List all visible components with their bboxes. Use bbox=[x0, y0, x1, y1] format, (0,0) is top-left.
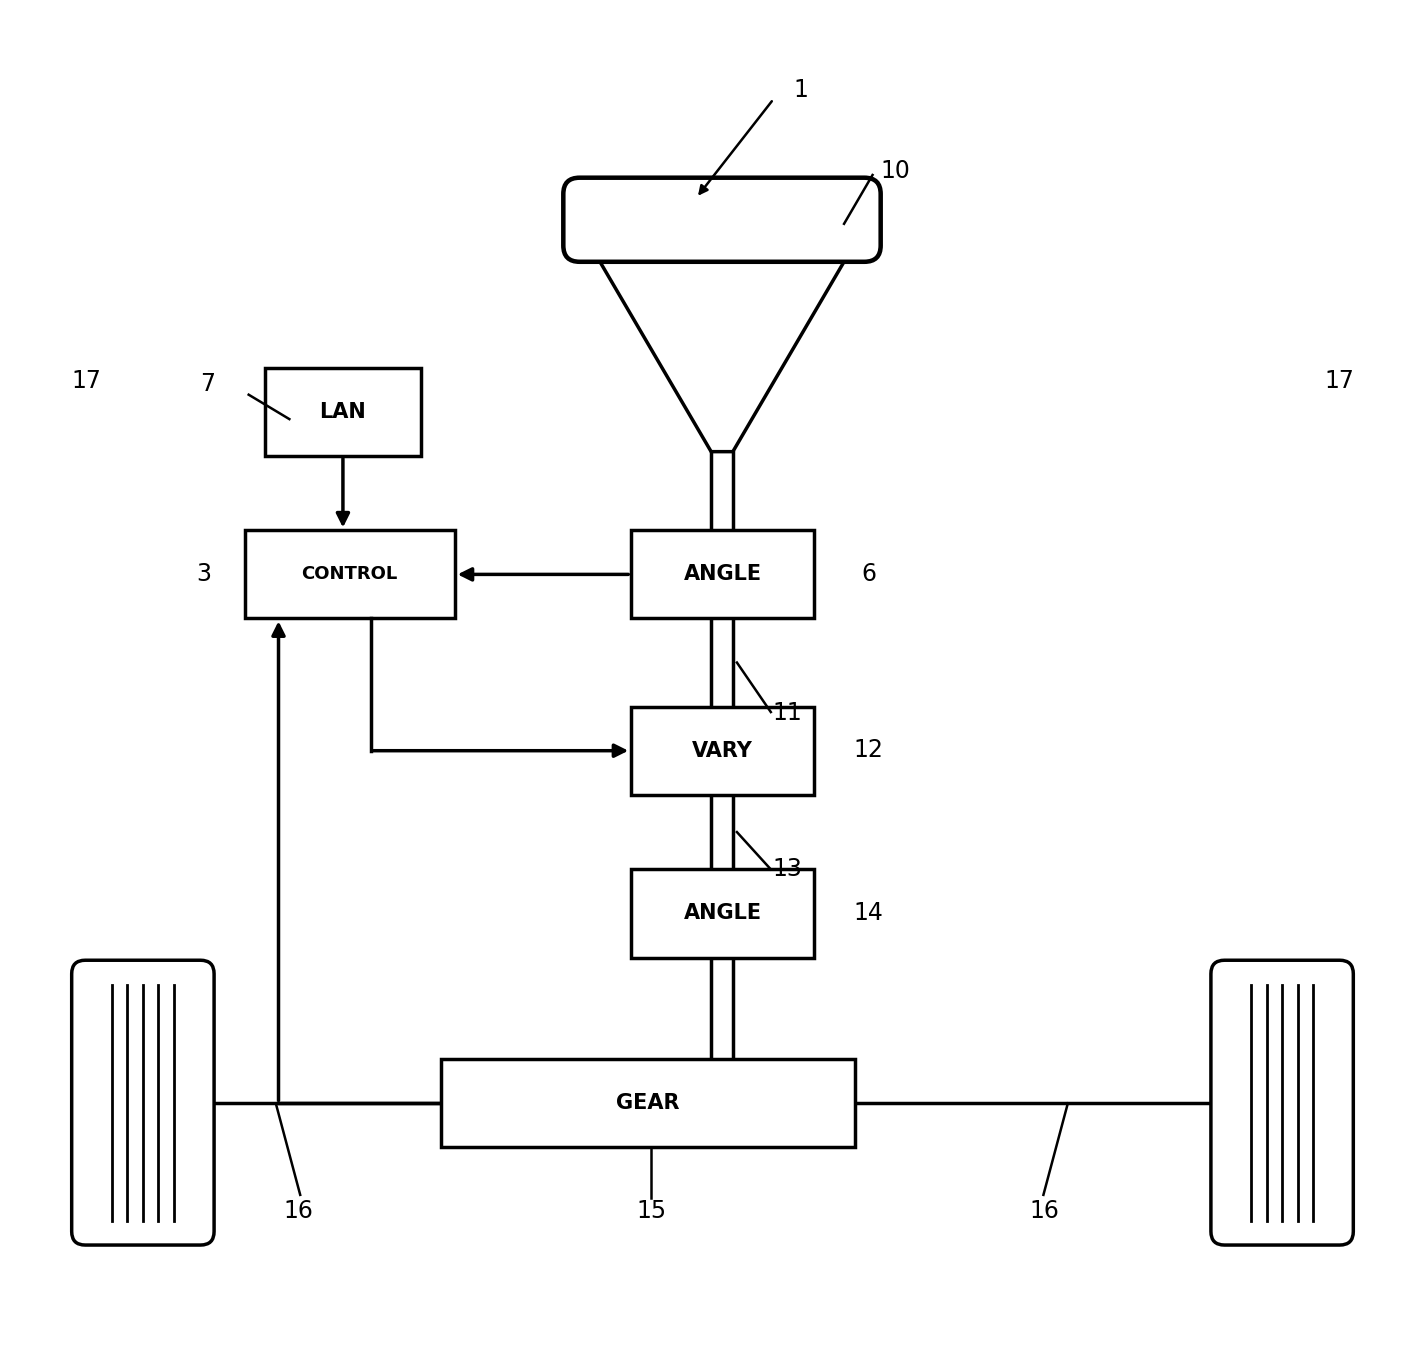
Text: 13: 13 bbox=[772, 858, 802, 882]
Text: 3: 3 bbox=[197, 561, 211, 586]
Bar bbox=[245, 530, 455, 618]
Text: 7: 7 bbox=[201, 372, 215, 395]
Text: 10: 10 bbox=[881, 159, 911, 183]
Text: 17: 17 bbox=[71, 370, 101, 393]
Bar bbox=[442, 1059, 855, 1147]
FancyBboxPatch shape bbox=[1211, 961, 1354, 1245]
FancyBboxPatch shape bbox=[71, 961, 214, 1245]
Bar bbox=[631, 530, 814, 618]
Text: CONTROL: CONTROL bbox=[302, 565, 398, 583]
Text: VARY: VARY bbox=[693, 741, 752, 761]
Text: 11: 11 bbox=[772, 701, 802, 726]
Text: 16: 16 bbox=[284, 1199, 314, 1223]
Text: LAN: LAN bbox=[319, 402, 366, 421]
Text: ANGLE: ANGLE bbox=[684, 564, 762, 584]
Text: 6: 6 bbox=[861, 561, 876, 586]
FancyBboxPatch shape bbox=[563, 178, 881, 262]
Text: 1: 1 bbox=[794, 77, 808, 102]
Text: 16: 16 bbox=[1030, 1199, 1060, 1223]
Text: 15: 15 bbox=[637, 1199, 667, 1223]
Text: 14: 14 bbox=[854, 901, 884, 924]
Bar bbox=[631, 707, 814, 795]
Text: 17: 17 bbox=[1324, 370, 1354, 393]
Text: GEAR: GEAR bbox=[617, 1094, 680, 1113]
Bar bbox=[265, 367, 420, 455]
Text: ANGLE: ANGLE bbox=[684, 904, 762, 924]
Bar bbox=[631, 870, 814, 958]
Polygon shape bbox=[590, 246, 854, 451]
Text: 12: 12 bbox=[854, 738, 884, 762]
